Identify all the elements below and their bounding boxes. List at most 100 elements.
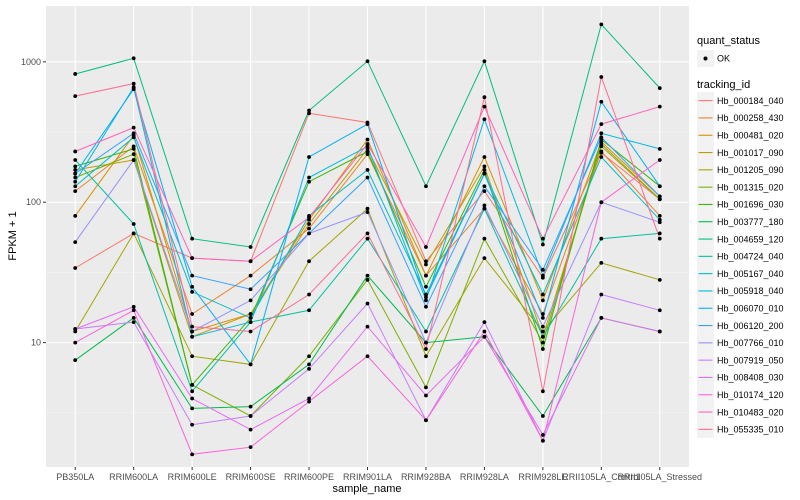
legend-label-Hb_005918_040: Hb_005918_040 <box>717 286 784 296</box>
data-point-Hb_007919_050 <box>307 366 311 371</box>
data-point-Hb_010483_020 <box>540 236 545 241</box>
data-point-Hb_006070_010 <box>307 155 311 159</box>
data-point-Hb_008408_030 <box>365 324 370 329</box>
data-point-Hb_006070_010 <box>657 184 662 189</box>
data-point-Hb_003777_180 <box>248 404 253 409</box>
data-point-Hb_055335_010 <box>131 81 136 86</box>
data-point-Hb_001696_030 <box>424 284 428 289</box>
x-tick-label: RRIM600LE <box>168 472 217 482</box>
data-point-Hb_004724_040 <box>599 236 604 241</box>
data-point-Hb_055335_010 <box>248 329 253 334</box>
legend: quant_status OK tracking_id Hb_000184_040 Hb… <box>697 35 784 438</box>
data-point-Hb_055335_010 <box>482 95 487 100</box>
data-point-Hb_000258_430 <box>365 152 370 157</box>
data-point-Hb_010483_020 <box>131 125 136 130</box>
data-point-Hb_008408_030 <box>131 304 136 309</box>
data-point-Hb_001017_090 <box>73 167 78 172</box>
data-point-Hb_006070_010 <box>540 315 545 320</box>
data-point-Hb_001205_090 <box>599 260 604 265</box>
data-point-Hb_005918_040 <box>424 298 428 303</box>
data-point-Hb_055335_010 <box>657 236 662 241</box>
x-axis: PB350LA RRIM600LA RRIM600LE RRIM600SE RRIM60… <box>56 467 702 482</box>
legend-label-Hb_001315_020: Hb_001315_020 <box>717 182 784 192</box>
data-point-Hb_010483_020 <box>482 104 487 109</box>
data-point-Hb_001315_020 <box>131 152 136 157</box>
data-point-Hb_055335_010 <box>365 231 370 236</box>
data-point-Hb_004724_040 <box>307 308 311 313</box>
data-point-Hb_005167_040 <box>599 155 604 159</box>
data-point-Hb_006070_010 <box>131 87 136 91</box>
data-point-Hb_005167_040 <box>365 167 370 172</box>
data-point-Hb_003777_180 <box>190 406 195 411</box>
data-point-Hb_008408_030 <box>424 393 428 398</box>
data-point-Hb_001315_020 <box>424 385 428 390</box>
data-point-Hb_005918_040 <box>190 334 195 339</box>
data-point-Hb_003777_180 <box>540 414 545 418</box>
legend-title-quant-status: quant_status <box>697 35 760 47</box>
data-point-Hb_010174_120 <box>657 158 662 162</box>
points-layer <box>73 22 662 457</box>
data-point-Hb_005918_040 <box>73 179 78 184</box>
data-point-Hb_005167_040 <box>424 292 428 297</box>
data-point-Hb_001696_030 <box>540 347 545 351</box>
data-point-Hb_006070_010 <box>190 284 195 289</box>
data-point-Hb_006070_010 <box>424 295 428 300</box>
data-point-Hb_010483_020 <box>657 104 662 109</box>
legend-label-Hb_007766_010: Hb_007766_010 <box>717 338 784 348</box>
data-point-Hb_006070_010 <box>482 171 487 176</box>
data-point-Hb_008408_030 <box>599 315 604 320</box>
data-point-Hb_010483_020 <box>307 215 311 220</box>
legend-label-Hb_004659_120: Hb_004659_120 <box>717 234 784 244</box>
data-point-Hb_000184_040 <box>424 259 428 264</box>
data-point-Hb_006120_200 <box>482 184 487 189</box>
legend-label-Hb_055335_010: Hb_055335_010 <box>717 425 784 435</box>
data-point-Hb_006120_200 <box>424 304 428 309</box>
data-point-Hb_001205_090 <box>190 354 195 359</box>
data-point-Hb_055335_010 <box>424 347 428 351</box>
data-point-Hb_006120_200 <box>73 171 78 176</box>
data-point-Hb_000481_020 <box>73 213 78 218</box>
data-point-Hb_001696_030 <box>190 382 195 387</box>
data-point-Hb_005918_040 <box>599 131 604 136</box>
data-point-Hb_007766_010 <box>190 329 195 334</box>
data-point-Hb_000184_040 <box>482 189 487 194</box>
data-point-Hb_004659_120 <box>73 72 78 76</box>
legend-point-icon <box>703 56 708 61</box>
data-point-Hb_055335_010 <box>307 292 311 297</box>
y-axis: 10 100 1000 <box>21 57 46 348</box>
data-point-Hb_001315_020 <box>73 175 78 180</box>
x-tick-label: RRIM928BA <box>401 472 451 482</box>
data-point-Hb_004724_040 <box>424 329 428 334</box>
data-point-Hb_007919_050 <box>365 301 370 306</box>
data-point-Hb_001315_020 <box>482 236 487 241</box>
legend-label-Hb_004724_040: Hb_004724_040 <box>717 252 784 262</box>
data-point-Hb_007766_010 <box>365 210 370 215</box>
data-point-Hb_000258_430 <box>657 213 662 218</box>
data-point-Hb_008408_030 <box>307 396 311 401</box>
data-point-Hb_000481_020 <box>540 298 545 303</box>
y-tick-label: 100 <box>26 197 41 207</box>
data-point-Hb_001205_090 <box>540 329 545 334</box>
data-point-Hb_007919_050 <box>131 320 136 325</box>
x-tick-label: RRIM600SE <box>226 472 276 482</box>
data-point-Hb_001017_090 <box>424 262 428 267</box>
data-point-Hb_006070_010 <box>248 362 253 367</box>
data-point-Hb_010483_020 <box>424 245 428 249</box>
data-point-Hb_001017_090 <box>307 222 311 226</box>
data-point-Hb_055335_010 <box>73 94 78 99</box>
data-point-Hb_007919_050 <box>190 422 195 427</box>
data-point-Hb_006120_200 <box>248 287 253 292</box>
data-point-Hb_008408_030 <box>73 327 78 331</box>
legend-label-Hb_006120_200: Hb_006120_200 <box>717 321 784 331</box>
data-point-Hb_010174_120 <box>424 418 428 423</box>
data-point-Hb_004724_040 <box>482 206 487 211</box>
x-tick-label: RRII105LA_Control <box>562 472 640 482</box>
data-point-Hb_003777_180 <box>365 273 370 278</box>
data-point-Hb_004659_120 <box>248 245 253 249</box>
data-point-Hb_005167_040 <box>73 184 78 189</box>
data-point-Hb_001205_090 <box>131 231 136 236</box>
data-point-Hb_001696_030 <box>73 164 78 169</box>
data-point-Hb_006070_010 <box>599 99 604 104</box>
legend-label-Hb_005167_040: Hb_005167_040 <box>717 269 784 279</box>
